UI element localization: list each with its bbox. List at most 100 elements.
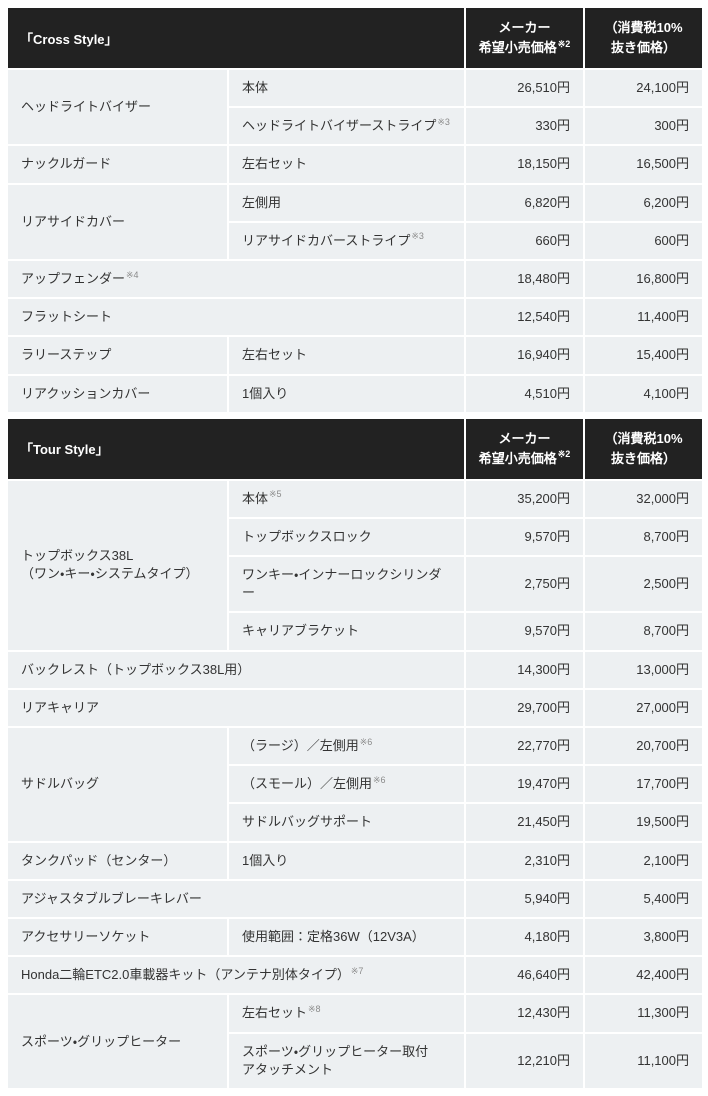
item-variant-label: スポーツ・グリップヒーター取付 アタッチメント [242, 1043, 429, 1077]
tax-excluded-price-cell: 16,800円 [583, 258, 705, 300]
price-cell: 29,700円 [464, 687, 586, 729]
item-variant-label: リアサイドカバーストライプ [242, 232, 411, 248]
item-group-cell: アップフェンダー※4 [5, 258, 467, 300]
item-group-cell: タンクパッド（センター） [6, 840, 229, 881]
item-variant-cell: トップボックスロック [226, 516, 467, 558]
col-header-msrp: メーカー 希望小売価格※2 [464, 416, 586, 481]
item-group-cell: アクセサリーソケット [6, 916, 229, 958]
tax-excluded-price-cell: 27,000円 [583, 687, 705, 729]
footnote-marker: ※6 [359, 736, 373, 747]
item-group-cell: ラリーステップ [6, 335, 229, 376]
price-cell: 4,180円 [464, 916, 586, 958]
table-row: アクセサリーソケット 使用範囲：定格36W（12V3A） 4,180円 3,80… [6, 916, 705, 958]
col-header-tax-excluded: （消費税10% 抜き価格） [583, 416, 705, 481]
price-cell: 660円 [464, 220, 586, 261]
tax-excluded-price-cell: 15,400円 [583, 335, 705, 376]
table-row: Honda二輪ETC2.0車載器キット（アンテナ別体タイプ）※7 46,640円… [5, 955, 705, 996]
tax-excluded-price-cell: 17,700円 [583, 764, 705, 805]
table-row: ラリーステップ 左右セット 16,940円 15,400円 [6, 335, 705, 376]
tax-excluded-price-cell: 3,800円 [583, 916, 705, 958]
price-cell: 21,450円 [464, 802, 586, 843]
tax-excluded-price-cell: 11,400円 [583, 297, 705, 338]
col-header-msrp-label: メーカー 希望小売価格 [478, 430, 557, 466]
item-variant-cell: ヘッドライトバイザーストライプ※3 [226, 106, 467, 147]
table-row: ヘッドライトバイザー 本体 26,510円 24,100円 [6, 67, 705, 147]
tax-excluded-price-cell: 32,000円 [583, 478, 705, 519]
footnote-marker: ※3 [411, 231, 424, 242]
footnote-marker: ※5 [269, 489, 282, 500]
item-group-cell: アジャスタブルブレーキレバー [5, 878, 467, 919]
item-group-cell: リアキャリア [5, 687, 467, 729]
item-variant-cell: （ラージ）／左側用※6 [226, 725, 467, 767]
price-cell: 18,480円 [464, 258, 586, 300]
tax-excluded-price-cell: 8,700円 [583, 516, 705, 558]
tax-excluded-price-cell: 11,100円 [583, 1031, 705, 1090]
price-cell: 35,200円 [464, 478, 586, 519]
price-cell: 2,750円 [464, 555, 586, 614]
item-variant-label: 左右セット [242, 156, 308, 172]
col-header-msrp: メーカー 希望小売価格※2 [464, 6, 586, 70]
item-variant-cell: リアサイドカバーストライプ※3 [226, 220, 467, 261]
table-row: リアキャリア 29,700円 27,000円 [5, 687, 705, 729]
tour-style-table: 「Tour Style」 メーカー 希望小売価格※2 （消費税10% 抜き価格）… [5, 416, 705, 1090]
table-row: キャリアブラケット 9,570円 8,700円 [7, 611, 705, 652]
footnote-marker: ※7 [350, 965, 364, 976]
footnote-marker: ※2 [557, 38, 571, 49]
price-cell: 5,940円 [464, 878, 586, 919]
tax-excluded-price-cell: 13,000円 [583, 649, 705, 690]
price-cell: 16,940円 [464, 335, 586, 376]
item-group-cell: サドルバッグ [6, 726, 229, 843]
table-row: バックレスト（トップボックス38L用） 14,300円 13,000円 [5, 649, 705, 690]
price-cell: 19,470円 [464, 764, 586, 805]
col-header-tax-excluded: （消費税10% 抜き価格） [583, 6, 705, 70]
item-variant-label: ワンキー・インナーロックシリンダー [242, 567, 442, 601]
item-group-label: バックレスト（トップボックス38L用） [21, 661, 251, 677]
item-variant-label: ヘッドライトバイザーストライプ [242, 118, 437, 134]
item-variant-cell: 本体※5 [226, 478, 467, 519]
price-cell: 14,300円 [464, 649, 586, 690]
header-row: 「Tour Style」 メーカー 希望小売価格※2 （消費税10% 抜き価格） [5, 416, 705, 481]
item-variant-cell: スポーツ・グリップヒーター取付 アタッチメント [226, 1031, 467, 1090]
tax-excluded-price-cell: 8,700円 [583, 611, 705, 652]
item-variant-label: 1個入り [242, 852, 289, 868]
tax-excluded-price-cell: 4,100円 [583, 373, 705, 414]
tax-excluded-price-cell: 600円 [583, 220, 705, 261]
table-row: サドルバッグ （ラージ）／左側用※6 22,770円 20,700円 [6, 725, 705, 843]
table-row: リアサイドカバー 左側用 6,820円 6,200円 [6, 182, 705, 261]
price-cell: 12,430円 [464, 993, 586, 1034]
item-group-cell: スポーツ・グリップヒーター [6, 993, 229, 1090]
item-group-cell: Honda二輪ETC2.0車載器キット（アンテナ別体タイプ）※7 [5, 955, 467, 996]
item-variant-cell: 本体 [226, 67, 467, 109]
footnote-marker: ※2 [557, 449, 571, 460]
item-group-label: アップフェンダー [21, 270, 126, 286]
item-variant-cell: 1個入り [226, 373, 467, 414]
tax-excluded-price-cell: 20,700円 [583, 725, 705, 767]
footnote-marker: ※4 [126, 269, 139, 280]
item-group-label: アクセサリーソケット [21, 928, 151, 944]
tax-excluded-price-cell: 2,500円 [583, 555, 705, 614]
tax-excluded-price-cell: 300円 [583, 106, 705, 147]
item-group-cell: ナックルガード [6, 144, 229, 185]
tax-excluded-price-cell: 16,500円 [583, 144, 705, 185]
item-group-label: ナックルガード [21, 156, 112, 172]
item-group-cell: リアサイドカバー [6, 182, 229, 261]
item-group-cell: フラットシート [5, 297, 467, 338]
table-row: アジャスタブルブレーキレバー 5,940円 5,400円 [5, 878, 705, 919]
item-variant-label: （ラージ）／左側用 [242, 738, 359, 753]
header-row: 「Cross Style」 メーカー 希望小売価格※2 （消費税10% 抜き価格… [5, 6, 705, 70]
footnote-marker: ※6 [373, 774, 386, 785]
item-group-cell: リアクッションカバー [6, 373, 229, 414]
table-row: （スモール）／左側用※6 19,470円 17,700円 [7, 764, 705, 805]
item-variant-label: サドルバッグサポート [242, 814, 373, 830]
table-row: リアサイドカバーストライプ※3 660円 600円 [7, 220, 705, 261]
item-variant-cell: 左右セット [226, 335, 467, 376]
col-header-tax-label: （消費税10% 抜き価格） [604, 430, 683, 466]
price-cell: 4,510円 [464, 373, 586, 414]
item-variant-label: 本体 [242, 490, 269, 506]
item-variant-label: キャリアブラケット [242, 623, 360, 639]
tax-excluded-price-cell: 5,400円 [583, 878, 705, 919]
table-row: スポーツ・グリップヒーター 左右セット※8 12,430円 11,300円 [6, 993, 705, 1090]
item-group-label: リアクッションカバー [21, 385, 151, 401]
item-variant-label: 本体 [242, 80, 269, 95]
footnote-marker: ※3 [437, 116, 450, 127]
